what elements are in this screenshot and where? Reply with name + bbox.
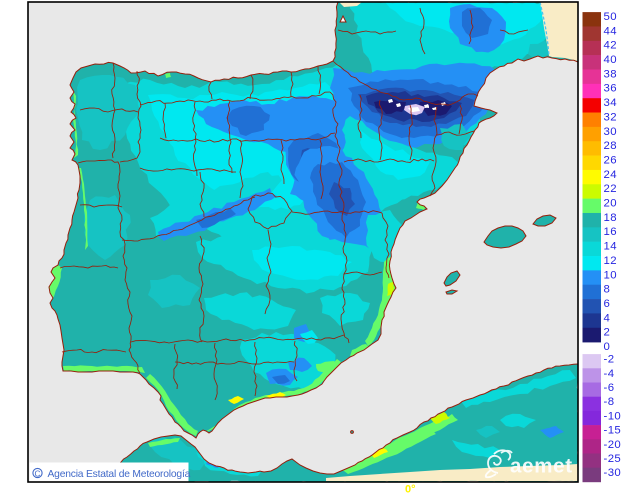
svg-text:-20: -20 — [604, 439, 622, 451]
svg-text:-2: -2 — [604, 354, 615, 366]
svg-text:36: 36 — [604, 83, 617, 95]
svg-text:28: 28 — [604, 140, 617, 152]
svg-text:24: 24 — [604, 169, 617, 181]
svg-text:-30: -30 — [604, 467, 622, 479]
svg-text:-4: -4 — [604, 368, 615, 380]
svg-text:-15: -15 — [604, 425, 622, 437]
svg-text:40: 40 — [604, 54, 617, 66]
svg-text:8: 8 — [604, 284, 611, 296]
svg-text:C: C — [35, 469, 41, 478]
svg-text:38: 38 — [604, 68, 617, 80]
svg-text:-8: -8 — [604, 396, 615, 408]
svg-text:14: 14 — [604, 241, 617, 253]
svg-text:10: 10 — [604, 269, 617, 281]
svg-text:Agencia Estatal de Meteorologí: Agencia Estatal de Meteorología — [48, 469, 191, 480]
svg-text:16: 16 — [604, 226, 617, 238]
svg-text:12: 12 — [604, 255, 617, 267]
svg-text:20: 20 — [604, 198, 617, 210]
svg-text:aemet: aemet — [510, 455, 573, 478]
svg-text:4: 4 — [604, 312, 611, 324]
svg-text:-10: -10 — [604, 410, 622, 422]
svg-text:32: 32 — [604, 111, 617, 123]
svg-text:-25: -25 — [604, 453, 622, 465]
svg-text:34: 34 — [604, 97, 617, 109]
svg-text:44: 44 — [604, 25, 617, 37]
svg-text:0°: 0° — [405, 484, 416, 496]
svg-text:6: 6 — [604, 298, 611, 310]
svg-text:0: 0 — [604, 341, 611, 353]
svg-text:18: 18 — [604, 212, 617, 224]
svg-text:26: 26 — [604, 154, 617, 166]
svg-text:22: 22 — [604, 183, 617, 195]
svg-text:-6: -6 — [604, 382, 615, 394]
svg-text:50: 50 — [604, 11, 617, 23]
svg-text:30: 30 — [604, 126, 617, 138]
svg-text:42: 42 — [604, 40, 617, 52]
svg-text:2: 2 — [604, 327, 611, 339]
